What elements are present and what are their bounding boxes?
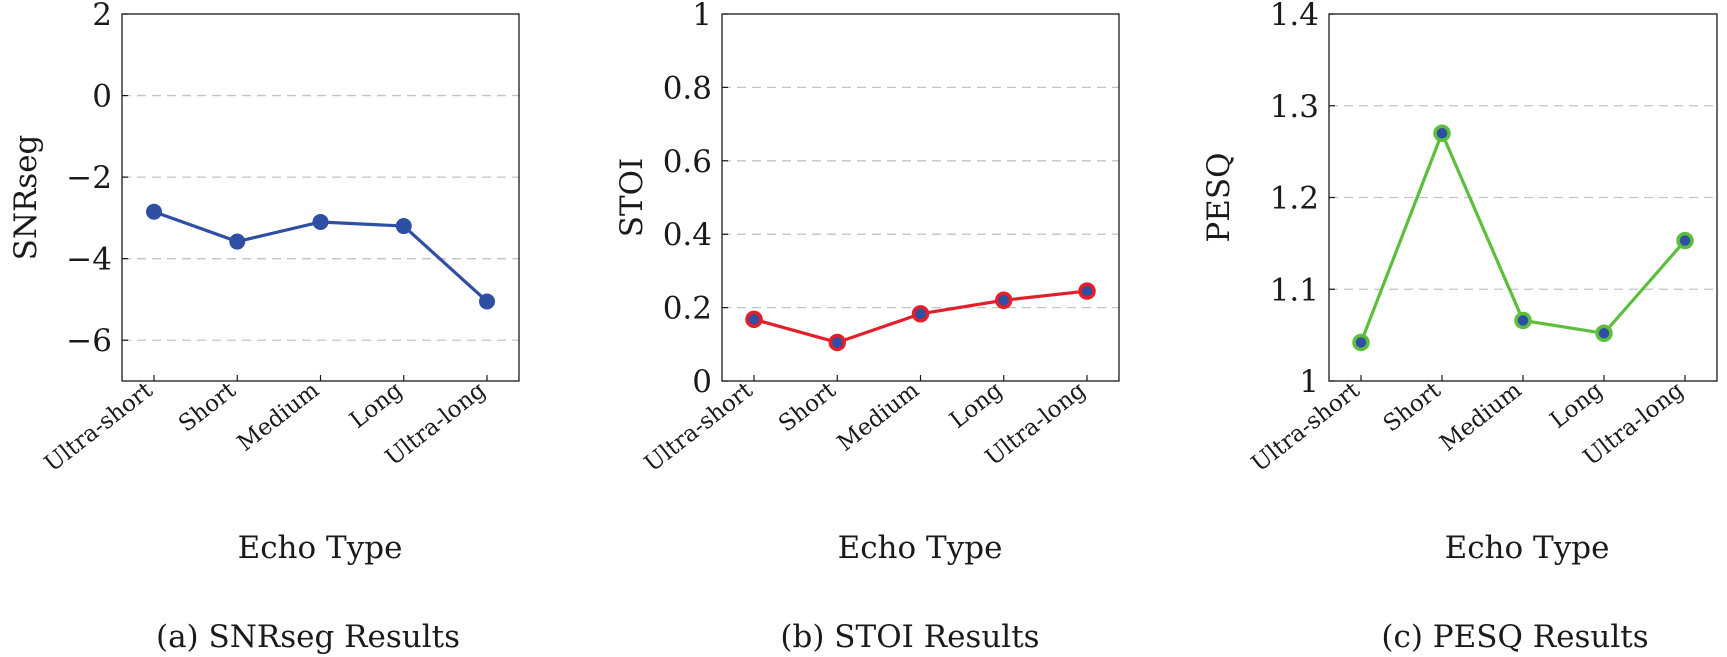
data-point: [479, 293, 495, 310]
x-tick-label: Long: [345, 377, 407, 434]
x-tick-label: Medium: [833, 377, 925, 457]
y-tick-label: −4: [66, 242, 112, 278]
y-tick-label: 1.4: [1270, 0, 1319, 33]
data-point: [828, 333, 846, 352]
data-point: [1433, 124, 1451, 143]
data-point: [1676, 231, 1694, 250]
x-axis-label: Echo Type: [238, 530, 403, 566]
y-axis-label: PESQ: [1201, 152, 1237, 242]
panel-caption: (b) STOI Results: [780, 619, 1039, 655]
data-point: [312, 213, 329, 230]
panel-caption: (c) PESQ Results: [1381, 619, 1648, 655]
x-axis-label: Echo Type: [838, 530, 1003, 566]
y-tick-label: 1: [1299, 364, 1319, 400]
data-point: [745, 310, 763, 329]
y-tick-label: 0.2: [663, 291, 712, 327]
x-tick-label: Short: [174, 377, 242, 438]
x-tick-label: Ultra-short: [40, 377, 158, 477]
x-tick-label: Short: [1379, 377, 1447, 438]
x-axis-label: Echo Type: [1445, 530, 1610, 566]
y-tick-label: 0.6: [663, 144, 712, 180]
y-tick-label: 0: [92, 79, 112, 115]
x-tick-label: Medium: [1435, 377, 1527, 457]
data-point: [229, 233, 246, 250]
panel-caption: (a) SNRseg Results: [156, 619, 460, 655]
x-tick-label: Short: [774, 377, 842, 438]
y-tick-label: −6: [66, 323, 112, 359]
x-tick-label: Long: [945, 377, 1007, 434]
y-tick-label: 1.2: [1270, 181, 1319, 217]
y-tick-label: 2: [92, 0, 112, 33]
y-axis-label: STOI: [614, 158, 650, 238]
y-tick-label: 0: [692, 364, 712, 400]
y-tick-label: −2: [66, 160, 112, 196]
y-tick-label: 1.3: [1270, 89, 1319, 125]
y-tick-label: 1.1: [1270, 272, 1319, 308]
y-tick-label: 0.4: [663, 217, 712, 253]
y-tick-label: 1: [692, 0, 712, 33]
data-point: [395, 218, 412, 235]
plot-frame: [121, 13, 520, 382]
data-point: [911, 305, 930, 323]
series-line: [1359, 129, 1687, 344]
data-point: [1595, 324, 1613, 343]
x-tick-label: Medium: [233, 377, 325, 457]
data-point: [995, 291, 1013, 310]
y-axis-label: SNRseg: [8, 135, 44, 261]
x-tick-label: Long: [1545, 377, 1607, 434]
data-point: [1514, 311, 1532, 330]
data-point: [1352, 333, 1370, 352]
data-point: [1078, 282, 1096, 300]
y-tick-label: 0.8: [663, 70, 712, 106]
data-point: [146, 203, 162, 220]
